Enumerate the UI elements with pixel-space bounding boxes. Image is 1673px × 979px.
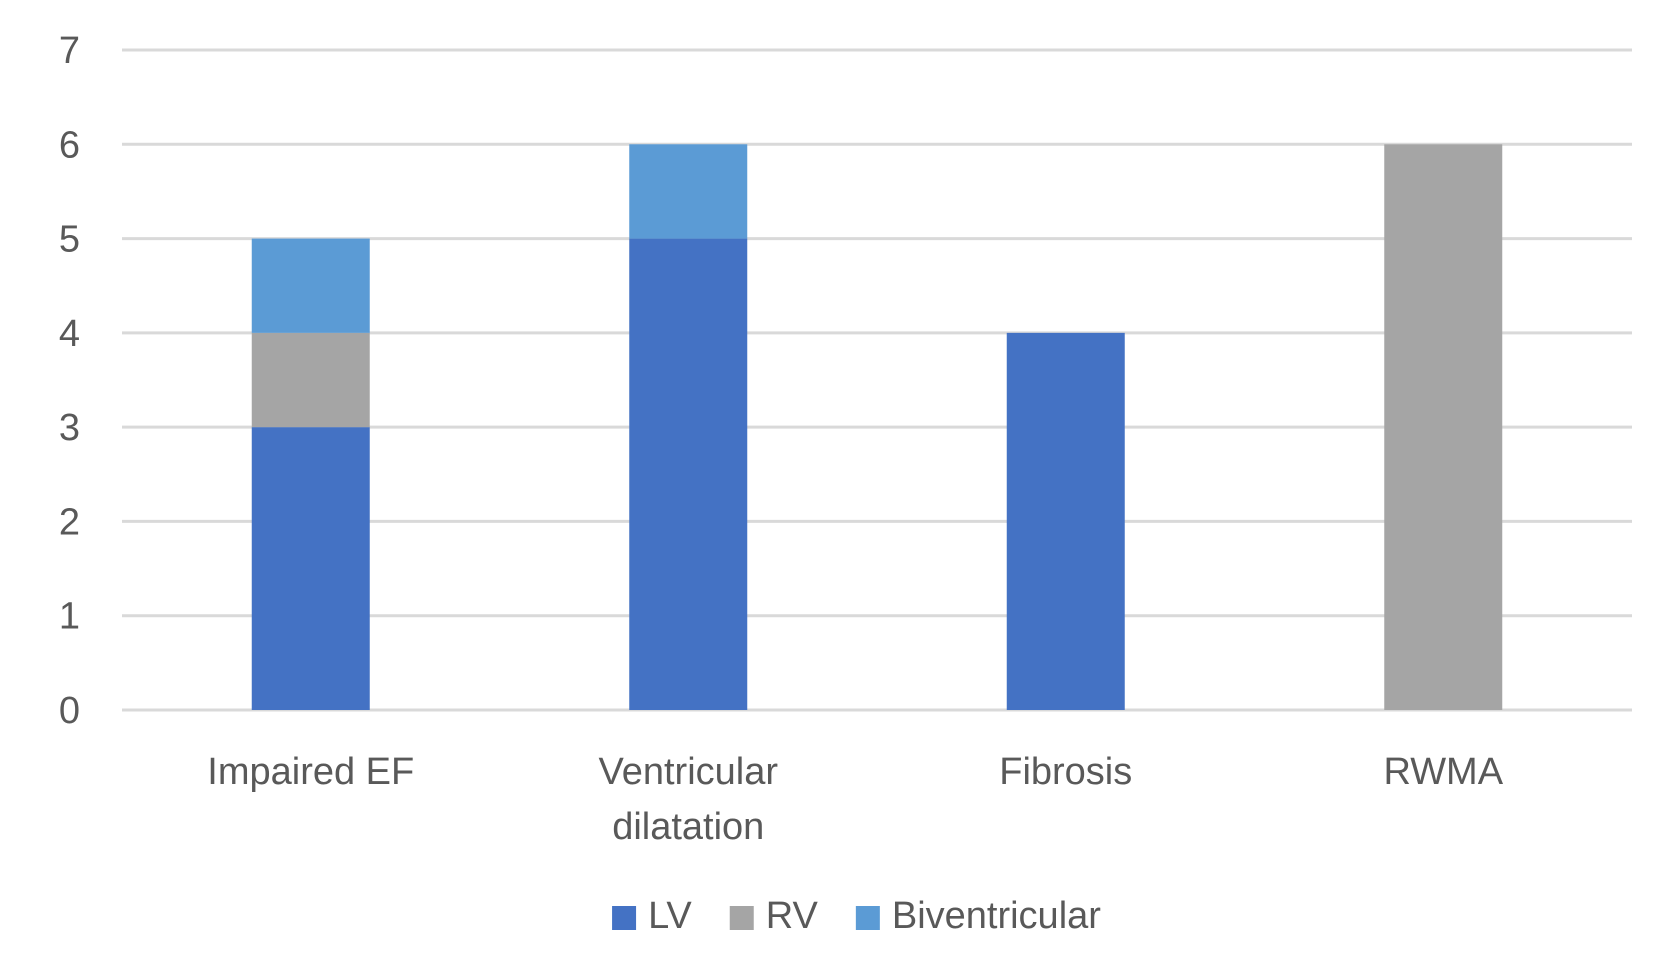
legend-swatch-biventricular [855, 906, 880, 930]
legend-item-rv: RV [729, 895, 819, 937]
x-axis-category-labels: Impaired EF Ventricular dilatation Fibrosis… [207, 751, 1503, 848]
legend-swatch-lv [612, 906, 637, 930]
y-tick-label-0: 0 [59, 690, 80, 732]
y-axis-tick-labels: 0 1 2 3 4 5 6 7 [59, 30, 80, 732]
bars [251, 144, 1503, 711]
x-category-label: RWMA [1383, 751, 1503, 793]
y-tick-label-5: 5 [59, 219, 80, 261]
gridlines [122, 48, 1632, 712]
x-category-label: dilatation [612, 806, 764, 848]
legend-label-rv: RV [766, 895, 819, 937]
legend: LV RV Biventricular [612, 895, 1101, 937]
x-category-label: Impaired EF [207, 751, 414, 793]
legend-label-lv: LV [648, 895, 692, 937]
y-tick-label-4: 4 [59, 313, 80, 355]
y-tick-label-7: 7 [59, 30, 80, 72]
bar-biventricular-impaired-ef [251, 238, 370, 333]
bar-lv-ventricular-dilatation [629, 238, 748, 711]
legend-label-biventricular: Biventricular [892, 895, 1101, 937]
legend-item-lv: LV [612, 895, 692, 937]
legend-swatch-rv [729, 906, 754, 930]
y-tick-label-1: 1 [59, 596, 80, 638]
legend-item-biventricular: Biventricular [855, 895, 1101, 937]
y-tick-label-2: 2 [59, 501, 80, 543]
x-category-label: Ventricular [598, 751, 778, 793]
y-tick-label-3: 3 [59, 407, 80, 449]
x-category-label: Fibrosis [999, 751, 1132, 793]
bar-biventricular-ventricular-dilatation [629, 144, 748, 239]
bar-lv-fibrosis [1006, 332, 1125, 710]
bar-lv-impaired-ef [251, 427, 370, 710]
y-tick-label-6: 6 [59, 124, 80, 166]
bar-rv-rwma [1384, 144, 1503, 711]
bar-rv-impaired-ef [251, 332, 370, 428]
